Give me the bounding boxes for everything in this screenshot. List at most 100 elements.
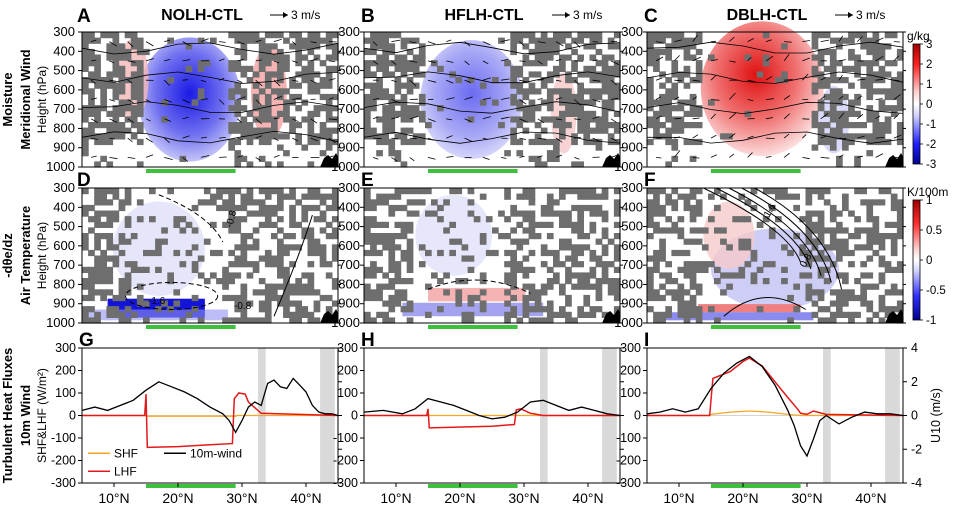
insignificant-cell bbox=[295, 300, 302, 307]
insignificant-cell bbox=[331, 32, 339, 39]
insignificant-cell bbox=[836, 43, 843, 50]
insignificant-cell bbox=[376, 289, 383, 296]
insignificant-cell bbox=[677, 311, 685, 318]
insignificant-cell bbox=[94, 133, 101, 140]
insignificant-cell bbox=[601, 210, 609, 217]
insignificant-cell bbox=[155, 249, 162, 257]
wind-vector bbox=[710, 134, 717, 139]
insignificant-cell bbox=[283, 193, 290, 200]
wind-vector bbox=[765, 137, 775, 139]
insignificant-cell bbox=[553, 255, 560, 262]
y-tick-label: 400 bbox=[338, 43, 360, 58]
insignificant-cell bbox=[571, 37, 578, 44]
insignificant-cell bbox=[118, 105, 126, 112]
wind-vector bbox=[164, 118, 172, 122]
insignificant-cell bbox=[510, 127, 517, 134]
panel-letter-A: A bbox=[77, 6, 91, 27]
insignificant-cell bbox=[695, 37, 703, 44]
contour-label: -1.6 bbox=[148, 296, 166, 307]
wind-vector bbox=[838, 154, 844, 158]
insignificant-cell bbox=[528, 317, 536, 324]
insignificant-cell bbox=[823, 138, 831, 146]
insignificant-cell bbox=[406, 105, 414, 112]
insignificant-cell bbox=[388, 266, 396, 273]
insignificant-cell bbox=[836, 116, 843, 123]
insignificant-cell bbox=[319, 127, 327, 134]
wind-vector bbox=[91, 59, 97, 62]
wind-vector bbox=[409, 60, 418, 63]
insignificant-cell bbox=[601, 60, 609, 67]
wind-vector bbox=[200, 155, 210, 158]
y-tick-label: 600 bbox=[621, 82, 643, 97]
insignificant-cell bbox=[553, 122, 560, 129]
insignificant-cell bbox=[559, 244, 566, 251]
insignificant-cell bbox=[283, 306, 290, 313]
insignificant-cell bbox=[683, 289, 691, 296]
insignificant-cell bbox=[613, 278, 621, 285]
insignificant-cell bbox=[331, 127, 339, 134]
colorbar-tick-label: -1 bbox=[926, 119, 936, 131]
insignificant-cell bbox=[412, 188, 420, 195]
insignificant-cell bbox=[653, 133, 660, 140]
insignificant-cell bbox=[896, 138, 904, 146]
insignificant-cell bbox=[400, 221, 408, 228]
insignificant-cell bbox=[82, 116, 89, 123]
insignificant-cell bbox=[94, 60, 101, 67]
insignificant-cell bbox=[228, 127, 235, 134]
insignificant-cell bbox=[534, 71, 542, 78]
insignificant-cell bbox=[683, 193, 691, 200]
insignificant-cell bbox=[370, 48, 377, 56]
insignificant-cell bbox=[240, 300, 248, 307]
insignificant-cell bbox=[613, 221, 621, 228]
insignificant-cell bbox=[252, 199, 260, 206]
insignificant-cell bbox=[577, 306, 584, 313]
insignificant-cell bbox=[720, 193, 727, 200]
insignificant-cell bbox=[836, 238, 843, 245]
wind-vector bbox=[610, 137, 618, 142]
insignificant-cell bbox=[240, 255, 248, 262]
panel-letter-H: H bbox=[361, 330, 375, 351]
insignificant-cell bbox=[240, 244, 248, 251]
insignificant-cell bbox=[161, 300, 168, 307]
wind-vector bbox=[372, 157, 379, 160]
y-tick-label: 700 bbox=[53, 257, 75, 272]
insignificant-cell bbox=[94, 233, 101, 240]
y-tick-label: 600 bbox=[53, 238, 75, 253]
insignificant-cell bbox=[136, 127, 144, 134]
insignificant-cell bbox=[823, 65, 831, 72]
insignificant-cell bbox=[431, 272, 438, 279]
wind-vector bbox=[482, 97, 492, 100]
insignificant-cell bbox=[878, 317, 886, 324]
insignificant-cell bbox=[842, 227, 849, 234]
insignificant-cell bbox=[522, 32, 530, 39]
panel-letter-I: I bbox=[644, 330, 649, 351]
stability-contour-dashed bbox=[158, 194, 224, 243]
insignificant-cell bbox=[431, 210, 438, 217]
insignificant-cell bbox=[683, 272, 691, 279]
insignificant-cell bbox=[607, 133, 615, 140]
insignificant-cell bbox=[370, 127, 377, 134]
insignificant-cell bbox=[319, 60, 327, 67]
insignificant-cell bbox=[364, 71, 371, 78]
wind-vector bbox=[875, 37, 884, 42]
insignificant-cell bbox=[307, 116, 315, 123]
wind-vector bbox=[519, 99, 527, 105]
y-tick-label: 1000 bbox=[614, 159, 643, 174]
insignificant-cell bbox=[504, 289, 511, 296]
wind-vector bbox=[391, 39, 401, 42]
insignificant-cell bbox=[695, 283, 703, 290]
insignificant-cell bbox=[577, 221, 584, 228]
insignificant-cell bbox=[412, 110, 420, 117]
insignificant-cell bbox=[732, 272, 739, 279]
insignificant-cell bbox=[252, 82, 260, 89]
insignificant-cell bbox=[319, 227, 327, 234]
wind-vector bbox=[237, 96, 246, 100]
insignificant-cell bbox=[589, 255, 597, 262]
insignificant-cell bbox=[793, 193, 800, 200]
insignificant-cell bbox=[100, 278, 107, 285]
insignificant-cell bbox=[400, 54, 408, 61]
insignificant-cell bbox=[394, 300, 402, 307]
insignificant-cell bbox=[811, 227, 819, 234]
insignificant-cell bbox=[376, 60, 383, 67]
insignificant-cell bbox=[240, 65, 248, 72]
